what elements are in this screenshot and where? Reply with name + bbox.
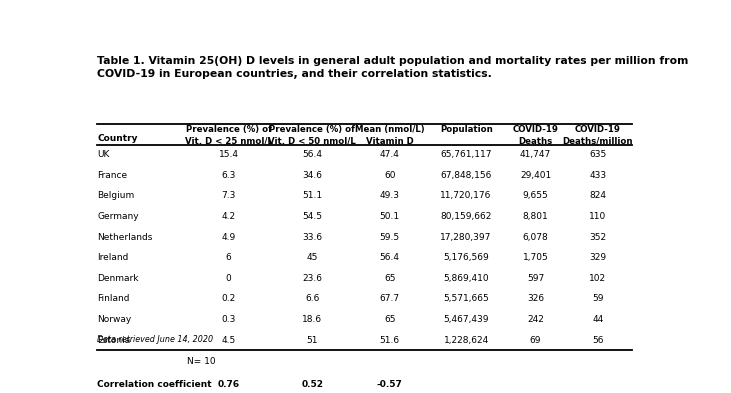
Text: 29,401: 29,401 xyxy=(520,171,551,180)
Text: 17,280,397: 17,280,397 xyxy=(441,233,492,242)
Text: 6.6: 6.6 xyxy=(305,294,319,303)
Text: 45: 45 xyxy=(306,253,318,262)
Text: 23.6: 23.6 xyxy=(303,274,322,283)
Text: 18.6: 18.6 xyxy=(302,315,322,324)
Text: Country: Country xyxy=(97,134,137,143)
Text: 433: 433 xyxy=(589,171,607,180)
Text: 51: 51 xyxy=(306,336,318,345)
Text: 15.4: 15.4 xyxy=(219,151,238,159)
Text: Norway: Norway xyxy=(97,315,132,324)
Text: 6.3: 6.3 xyxy=(221,171,235,180)
Text: 9,655: 9,655 xyxy=(523,191,548,200)
Text: 4.9: 4.9 xyxy=(221,233,235,242)
Text: 11,720,176: 11,720,176 xyxy=(441,191,492,200)
Text: 33.6: 33.6 xyxy=(302,233,322,242)
Text: 65: 65 xyxy=(384,274,395,283)
Text: 34.6: 34.6 xyxy=(303,171,322,180)
Text: 242: 242 xyxy=(527,315,544,324)
Text: 50.1: 50.1 xyxy=(379,212,400,221)
Text: 110: 110 xyxy=(589,212,607,221)
Text: COVID-19
Deaths/million: COVID-19 Deaths/million xyxy=(563,125,633,146)
Text: Netherlands: Netherlands xyxy=(97,233,153,242)
Text: 1,705: 1,705 xyxy=(523,253,548,262)
Text: Mean (nmol/L)
Vitamin D: Mean (nmol/L) Vitamin D xyxy=(355,125,425,146)
Text: 69: 69 xyxy=(530,336,541,345)
Text: 635: 635 xyxy=(589,151,607,159)
Text: Population: Population xyxy=(440,125,493,134)
Text: 65: 65 xyxy=(384,315,395,324)
Text: COVID-19
Deaths: COVID-19 Deaths xyxy=(512,125,558,146)
Text: 60: 60 xyxy=(384,171,395,180)
Text: 44: 44 xyxy=(592,315,604,324)
Text: Denmark: Denmark xyxy=(97,274,139,283)
Text: 41,747: 41,747 xyxy=(520,151,551,159)
Text: 59.5: 59.5 xyxy=(379,233,400,242)
Text: 5,571,665: 5,571,665 xyxy=(443,294,489,303)
Text: Germany: Germany xyxy=(97,212,139,221)
Text: Correlation coefficient: Correlation coefficient xyxy=(97,380,212,389)
Text: Finland: Finland xyxy=(97,294,129,303)
Text: 0: 0 xyxy=(226,274,231,283)
Text: 0.3: 0.3 xyxy=(221,315,235,324)
Text: 56.4: 56.4 xyxy=(303,151,322,159)
Text: Prevalence (%) of
Vit. D < 25 nmol/L: Prevalence (%) of Vit. D < 25 nmol/L xyxy=(184,125,273,146)
Text: 80,159,662: 80,159,662 xyxy=(441,212,492,221)
Text: 56: 56 xyxy=(592,336,604,345)
Text: Table 1. Vitamin 25(OH) D levels in general adult population and mortality rates: Table 1. Vitamin 25(OH) D levels in gene… xyxy=(97,56,689,79)
Text: 65,761,117: 65,761,117 xyxy=(440,151,492,159)
Text: 6,078: 6,078 xyxy=(523,233,548,242)
Text: 67,848,156: 67,848,156 xyxy=(441,171,492,180)
Text: Prevalence (%) of
Vit. D < 50 nmol/L: Prevalence (%) of Vit. D < 50 nmol/L xyxy=(268,125,356,146)
Text: 1,228,624: 1,228,624 xyxy=(444,336,489,345)
Text: 597: 597 xyxy=(527,274,544,283)
Text: 7.3: 7.3 xyxy=(221,191,235,200)
Text: 326: 326 xyxy=(527,294,544,303)
Text: Ireland: Ireland xyxy=(97,253,129,262)
Text: 49.3: 49.3 xyxy=(379,191,400,200)
Text: 8,801: 8,801 xyxy=(523,212,548,221)
Text: Estonia: Estonia xyxy=(97,336,130,345)
Text: 0.76: 0.76 xyxy=(217,380,240,389)
Text: 59: 59 xyxy=(592,294,604,303)
Text: 51.6: 51.6 xyxy=(379,336,400,345)
Text: 47.4: 47.4 xyxy=(379,151,400,159)
Text: 0.52: 0.52 xyxy=(301,380,323,389)
Text: 67.7: 67.7 xyxy=(379,294,400,303)
Text: 5,467,439: 5,467,439 xyxy=(444,315,489,324)
Text: 102: 102 xyxy=(589,274,607,283)
Text: Data retrieved June 14, 2020: Data retrieved June 14, 2020 xyxy=(97,335,213,344)
Text: 824: 824 xyxy=(589,191,606,200)
Text: 352: 352 xyxy=(589,233,607,242)
Text: 5,176,569: 5,176,569 xyxy=(443,253,489,262)
Text: -0.57: -0.57 xyxy=(376,380,403,389)
Text: 51.1: 51.1 xyxy=(302,191,322,200)
Text: 56.4: 56.4 xyxy=(379,253,400,262)
Text: 6: 6 xyxy=(226,253,231,262)
Text: 5,869,410: 5,869,410 xyxy=(443,274,489,283)
Text: UK: UK xyxy=(97,151,110,159)
Text: 54.5: 54.5 xyxy=(303,212,322,221)
Text: N= 10: N= 10 xyxy=(186,357,215,366)
Text: Belgium: Belgium xyxy=(97,191,135,200)
Text: 4.5: 4.5 xyxy=(221,336,235,345)
Text: France: France xyxy=(97,171,127,180)
Text: 329: 329 xyxy=(589,253,607,262)
Text: 0.2: 0.2 xyxy=(221,294,235,303)
Text: 4.2: 4.2 xyxy=(221,212,235,221)
